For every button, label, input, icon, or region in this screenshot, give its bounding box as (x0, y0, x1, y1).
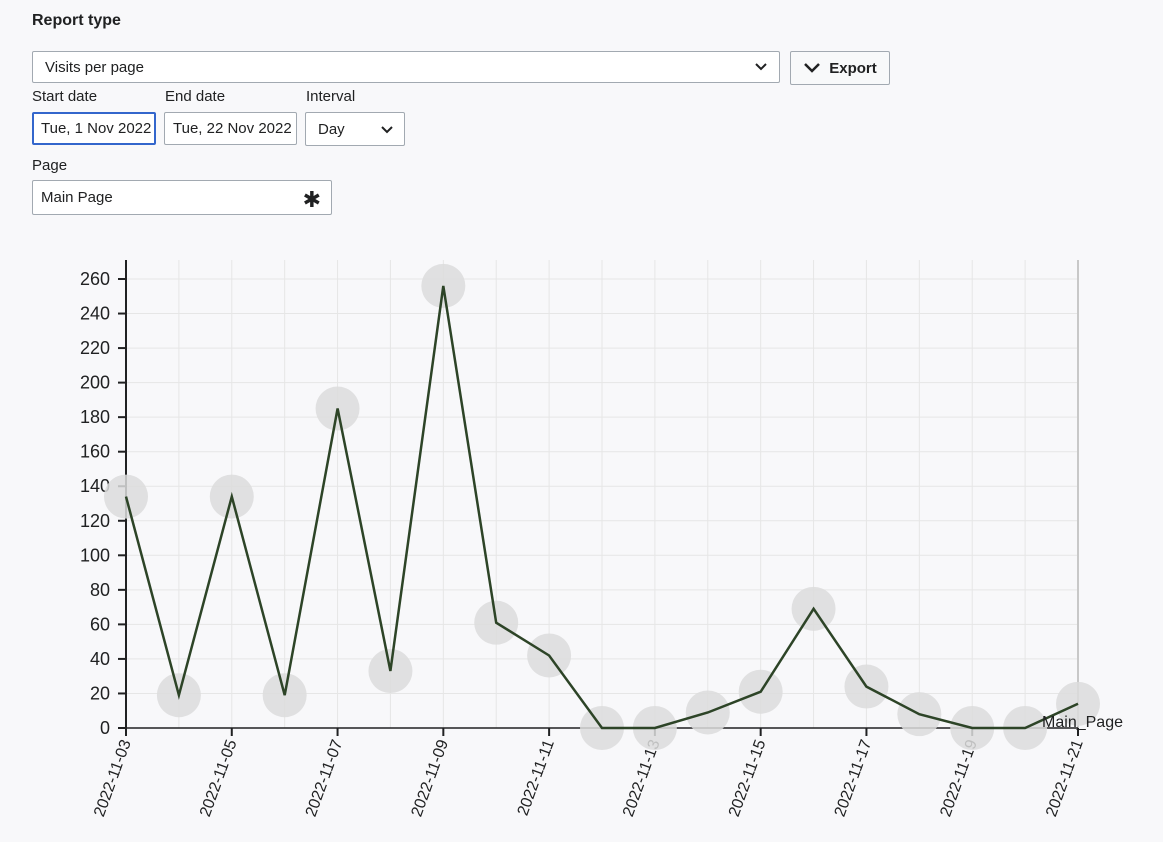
end-date-input[interactable]: Tue, 22 Nov 2022 (164, 112, 297, 145)
report-type-select[interactable]: Visits per page (32, 51, 780, 83)
x-tick-label: 2022-11-15 (726, 737, 770, 819)
data-point (104, 474, 148, 519)
interval-select[interactable]: Day (305, 112, 405, 146)
page-label: Page (32, 157, 68, 174)
y-tick-label: 20 (90, 683, 110, 703)
y-tick-label: 80 (90, 580, 110, 600)
interval-value: Day (318, 120, 345, 138)
report-type-label: Report type (32, 12, 121, 29)
y-tick-label: 0 (100, 718, 110, 738)
series-label: Main_Page (1042, 714, 1123, 731)
start-date-label: Start date (32, 88, 98, 105)
chevron-down-icon (381, 126, 393, 134)
y-tick-label: 160 (80, 442, 110, 462)
y-tick-label: 220 (80, 338, 110, 358)
y-tick-label: 240 (80, 304, 110, 324)
x-tick-label: 2022-11-07 (303, 737, 347, 819)
page-input[interactable]: Main Page ✱ (32, 180, 332, 215)
x-tick-label: 2022-11-21 (1043, 737, 1087, 819)
export-label: Export (829, 59, 877, 77)
visits-line-chart: 0 20 40 60 80 100 120 140 160 180 200 220 240 260 2022… (80, 260, 1123, 819)
y-tick-label: 140 (80, 476, 110, 496)
y-tick-label: 60 (90, 614, 110, 634)
x-tick-label: 2022-11-05 (197, 737, 241, 819)
start-date-input[interactable]: Tue, 1 Nov 2022 (32, 112, 156, 145)
y-tick-label: 180 (80, 407, 110, 427)
y-tick-label: 200 (80, 373, 110, 393)
y-tick-label: 260 (80, 269, 110, 289)
y-tick-label: 100 (80, 545, 110, 565)
export-button[interactable]: Export (790, 51, 890, 85)
y-tick-label: 40 (90, 649, 110, 669)
end-date-value: Tue, 22 Nov 2022 (173, 120, 292, 137)
x-tick-label: 2022-11-03 (91, 737, 135, 819)
page-value: Main Page (41, 189, 113, 206)
end-date-label: End date (165, 88, 226, 105)
start-date-value: Tue, 1 Nov 2022 (41, 120, 152, 137)
interval-label: Interval (306, 88, 356, 105)
series-line (124, 285, 1079, 730)
x-tick-label: 2022-11-09 (409, 737, 453, 819)
y-tick-label: 120 (80, 511, 110, 531)
chevron-down-icon (755, 63, 767, 71)
asterisk-icon: ✱ (302, 187, 321, 212)
x-tick-label: 2022-11-17 (832, 737, 876, 819)
chevron-down-icon (804, 63, 821, 73)
x-tick-label: 2022-11-11 (515, 737, 558, 818)
report-type-value: Visits per page (45, 58, 144, 76)
